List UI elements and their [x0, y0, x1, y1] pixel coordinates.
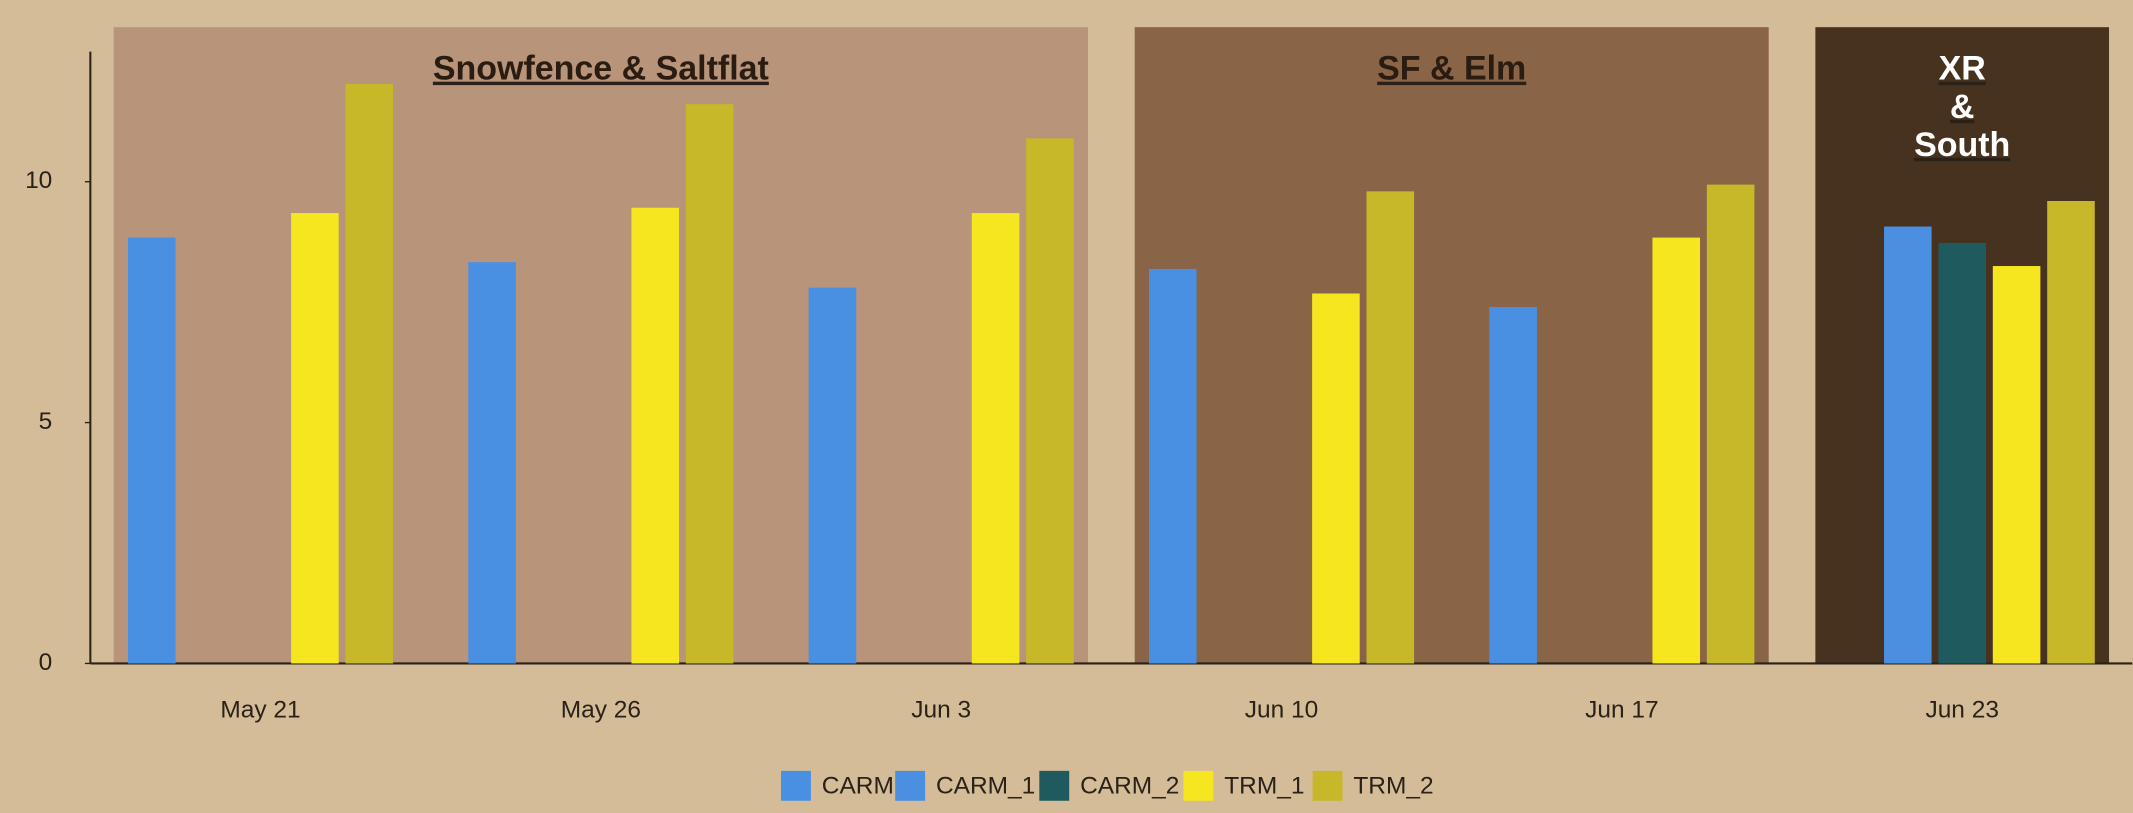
legend-label: CARM: [822, 773, 894, 800]
x-tick-label: May 21: [220, 697, 300, 724]
bar: [1489, 306, 1537, 664]
bar: [468, 262, 516, 664]
legend-swatch: [780, 770, 811, 801]
bar: [345, 83, 394, 664]
region-label: Snowfence & Saltflat: [433, 50, 769, 88]
y-tick-label: 5: [39, 408, 53, 435]
legend-swatch: [1312, 770, 1343, 801]
bar: [1938, 242, 1986, 664]
legend-label: CARM_2: [1080, 773, 1179, 800]
bar: [1652, 237, 1701, 664]
region-label: SF & Elm: [1377, 50, 1526, 88]
region-label-line: SF & Elm: [1377, 50, 1526, 88]
bar: [1992, 266, 2041, 664]
bar: [2047, 200, 2095, 664]
legend-label: CARM_1: [936, 773, 1035, 800]
region-label: XR & South: [1914, 50, 2010, 164]
bar: [685, 104, 734, 664]
bar: [971, 213, 1020, 664]
x-tick-label: Jun 10: [1245, 697, 1318, 724]
legend-swatch: [895, 770, 926, 801]
legend-swatch: [1183, 770, 1214, 801]
region-label-line: Snowfence & Saltflat: [433, 50, 769, 88]
region-label-line: South: [1914, 126, 2010, 164]
bar: [631, 207, 680, 664]
x-tick-label: May 26: [561, 697, 641, 724]
bar: [291, 213, 339, 664]
region-label-line: XR: [1939, 50, 1986, 88]
legend-label: TRM_2: [1353, 773, 1433, 800]
y-tick-label: 10: [25, 167, 52, 194]
legend-label: TRM_1: [1224, 773, 1304, 800]
bar: [127, 237, 176, 664]
bar: [1706, 184, 1755, 664]
bar: [1026, 138, 1074, 664]
x-tick-label: Jun 17: [1585, 697, 1658, 724]
bar: [808, 287, 857, 664]
legend-swatch: [1039, 770, 1070, 801]
region-label-line: &: [1950, 88, 1975, 126]
x-tick-label: Jun 23: [1925, 697, 1998, 724]
y-tick-label: 0: [39, 649, 53, 676]
bar: [1366, 191, 1415, 664]
region-panel: [113, 27, 1089, 664]
bar: [1148, 268, 1197, 664]
bar: [1884, 226, 1932, 664]
bar: [1312, 293, 1360, 664]
x-tick-label: Jun 3: [911, 697, 971, 724]
